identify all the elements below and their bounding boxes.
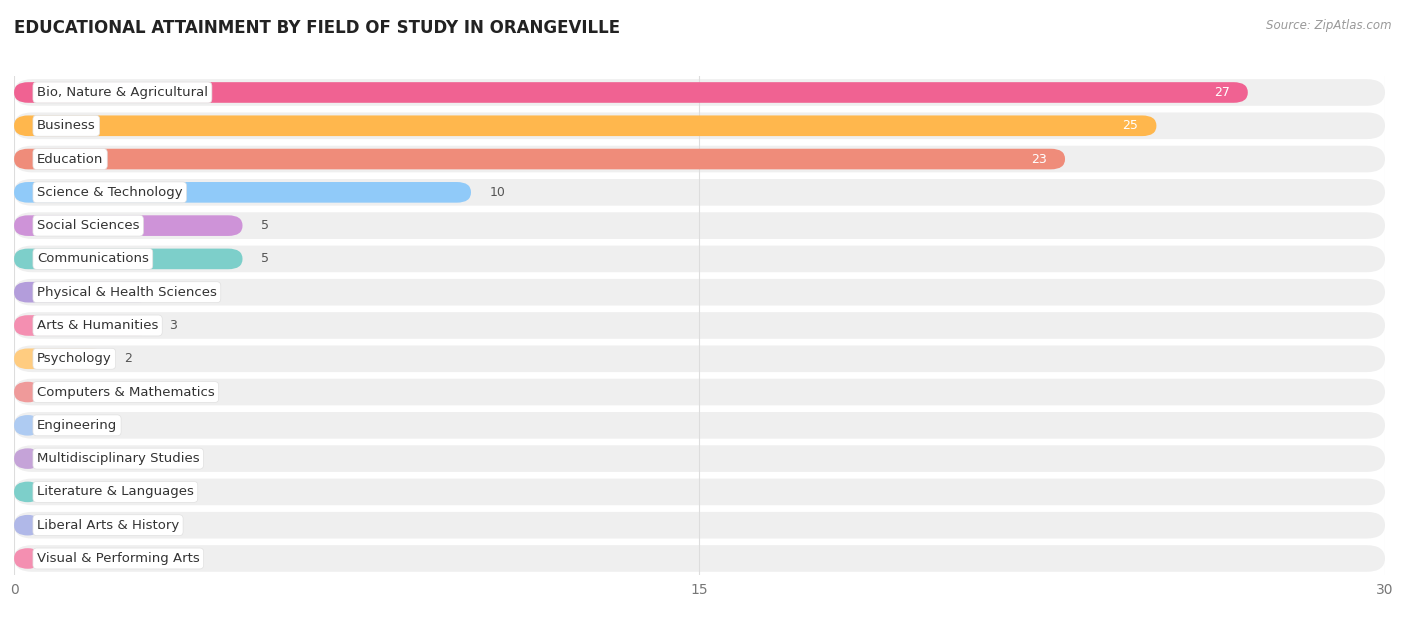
Text: 5: 5: [262, 219, 269, 232]
Text: 0: 0: [60, 552, 67, 565]
FancyBboxPatch shape: [14, 182, 471, 203]
FancyBboxPatch shape: [14, 146, 1385, 173]
Text: Physical & Health Sciences: Physical & Health Sciences: [37, 286, 217, 299]
FancyBboxPatch shape: [14, 446, 1385, 472]
FancyBboxPatch shape: [14, 179, 1385, 205]
FancyBboxPatch shape: [14, 112, 1385, 139]
Text: Computers & Mathematics: Computers & Mathematics: [37, 386, 215, 399]
Text: Social Sciences: Social Sciences: [37, 219, 139, 232]
FancyBboxPatch shape: [14, 248, 243, 269]
FancyBboxPatch shape: [14, 212, 1385, 239]
Text: Communications: Communications: [37, 252, 149, 265]
FancyBboxPatch shape: [14, 412, 1385, 439]
Text: 0: 0: [60, 419, 67, 432]
Text: 27: 27: [1213, 86, 1230, 99]
FancyBboxPatch shape: [14, 346, 1385, 372]
Text: EDUCATIONAL ATTAINMENT BY FIELD OF STUDY IN ORANGEVILLE: EDUCATIONAL ATTAINMENT BY FIELD OF STUDY…: [14, 19, 620, 37]
FancyBboxPatch shape: [14, 512, 1385, 538]
Text: Bio, Nature & Agricultural: Bio, Nature & Agricultural: [37, 86, 208, 99]
FancyBboxPatch shape: [14, 116, 1157, 136]
Text: Science & Technology: Science & Technology: [37, 186, 183, 199]
FancyBboxPatch shape: [14, 149, 1066, 169]
Text: Engineering: Engineering: [37, 419, 117, 432]
FancyBboxPatch shape: [14, 82, 1249, 103]
FancyBboxPatch shape: [14, 379, 1385, 405]
Text: Psychology: Psychology: [37, 352, 111, 365]
Text: 23: 23: [1031, 152, 1047, 166]
FancyBboxPatch shape: [14, 246, 1385, 272]
Text: Liberal Arts & History: Liberal Arts & History: [37, 519, 179, 532]
Text: 25: 25: [1122, 119, 1139, 132]
FancyBboxPatch shape: [14, 448, 42, 469]
FancyBboxPatch shape: [14, 382, 42, 403]
FancyBboxPatch shape: [14, 545, 1385, 572]
FancyBboxPatch shape: [14, 478, 1385, 505]
FancyBboxPatch shape: [14, 279, 1385, 305]
Text: 0: 0: [60, 519, 67, 532]
Text: Arts & Humanities: Arts & Humanities: [37, 319, 159, 332]
FancyBboxPatch shape: [14, 415, 42, 435]
FancyBboxPatch shape: [14, 548, 42, 569]
Text: 3: 3: [170, 319, 177, 332]
Text: 3: 3: [170, 286, 177, 299]
Text: Business: Business: [37, 119, 96, 132]
Text: Education: Education: [37, 152, 103, 166]
FancyBboxPatch shape: [14, 216, 243, 236]
FancyBboxPatch shape: [14, 348, 105, 369]
Text: 0: 0: [60, 485, 67, 499]
Text: 10: 10: [489, 186, 505, 199]
Text: Visual & Performing Arts: Visual & Performing Arts: [37, 552, 200, 565]
Text: 2: 2: [124, 352, 132, 365]
Text: 0: 0: [60, 386, 67, 399]
Text: 0: 0: [60, 452, 67, 465]
Text: Source: ZipAtlas.com: Source: ZipAtlas.com: [1267, 19, 1392, 32]
FancyBboxPatch shape: [14, 282, 152, 303]
Text: Literature & Languages: Literature & Languages: [37, 485, 194, 499]
Text: Multidisciplinary Studies: Multidisciplinary Studies: [37, 452, 200, 465]
FancyBboxPatch shape: [14, 315, 152, 336]
FancyBboxPatch shape: [14, 515, 42, 535]
Text: 5: 5: [262, 252, 269, 265]
FancyBboxPatch shape: [14, 312, 1385, 339]
FancyBboxPatch shape: [14, 79, 1385, 106]
FancyBboxPatch shape: [14, 482, 42, 502]
